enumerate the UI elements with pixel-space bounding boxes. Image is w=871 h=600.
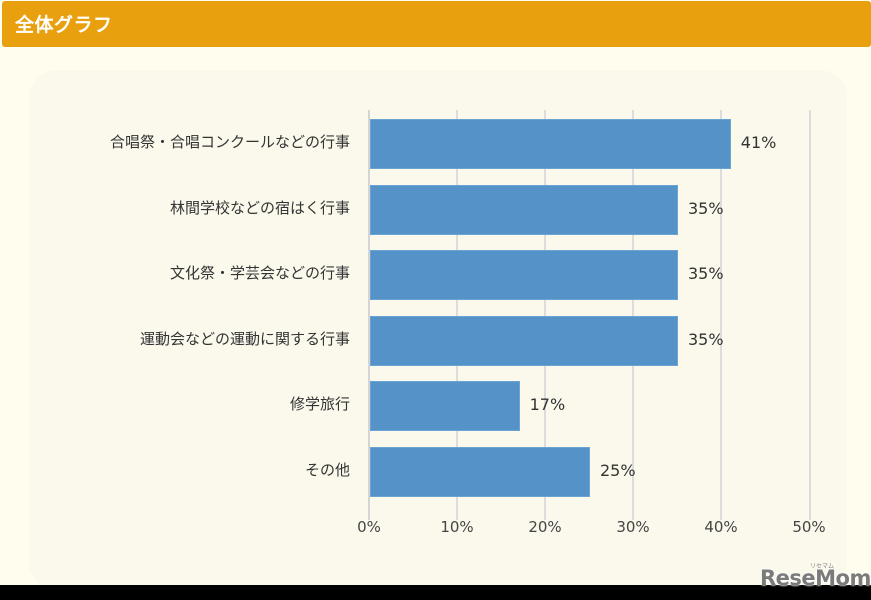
gridline-30 xyxy=(632,110,634,520)
bar xyxy=(370,185,678,235)
category-label: 修学旅行 xyxy=(289,395,350,413)
resemom-logo: ReseMom xyxy=(760,566,871,590)
bar xyxy=(370,316,678,366)
footer-band xyxy=(0,585,871,600)
value-label: 35% xyxy=(688,330,724,349)
bar xyxy=(370,250,678,300)
value-label: 35% xyxy=(688,199,724,218)
value-label: 35% xyxy=(688,264,724,283)
bar xyxy=(370,119,731,169)
bar xyxy=(370,381,520,431)
y-axis-line xyxy=(368,110,370,520)
x-tick-label: 0% xyxy=(357,518,381,536)
category-label: 合唱祭・合唱コンクールなどの行事 xyxy=(109,133,350,151)
gridline-10 xyxy=(456,110,458,520)
category-label: その他 xyxy=(304,461,350,479)
x-tick-label: 30% xyxy=(616,518,650,536)
bar xyxy=(370,447,590,497)
value-label: 25% xyxy=(600,461,636,480)
gridline-20 xyxy=(544,110,546,520)
x-tick-label: 40% xyxy=(704,518,738,536)
x-tick-label: 20% xyxy=(528,518,562,536)
header-bar: 全体グラフ xyxy=(2,1,871,47)
category-label: 運動会などの運動に関する行事 xyxy=(139,330,350,348)
category-label: 文化祭・学芸会などの行事 xyxy=(169,264,350,282)
gridline-40 xyxy=(720,110,722,520)
gridline-50 xyxy=(809,110,811,520)
watermark-kana: リセマム xyxy=(810,563,835,570)
value-label: 41% xyxy=(740,133,777,152)
category-label: 林間学校などの宿はく行事 xyxy=(169,199,350,217)
value-label: 17% xyxy=(529,395,566,414)
x-tick-label: 50% xyxy=(792,518,826,536)
x-tick-label: 10% xyxy=(440,518,474,536)
page-title: 全体グラフ xyxy=(15,14,113,36)
